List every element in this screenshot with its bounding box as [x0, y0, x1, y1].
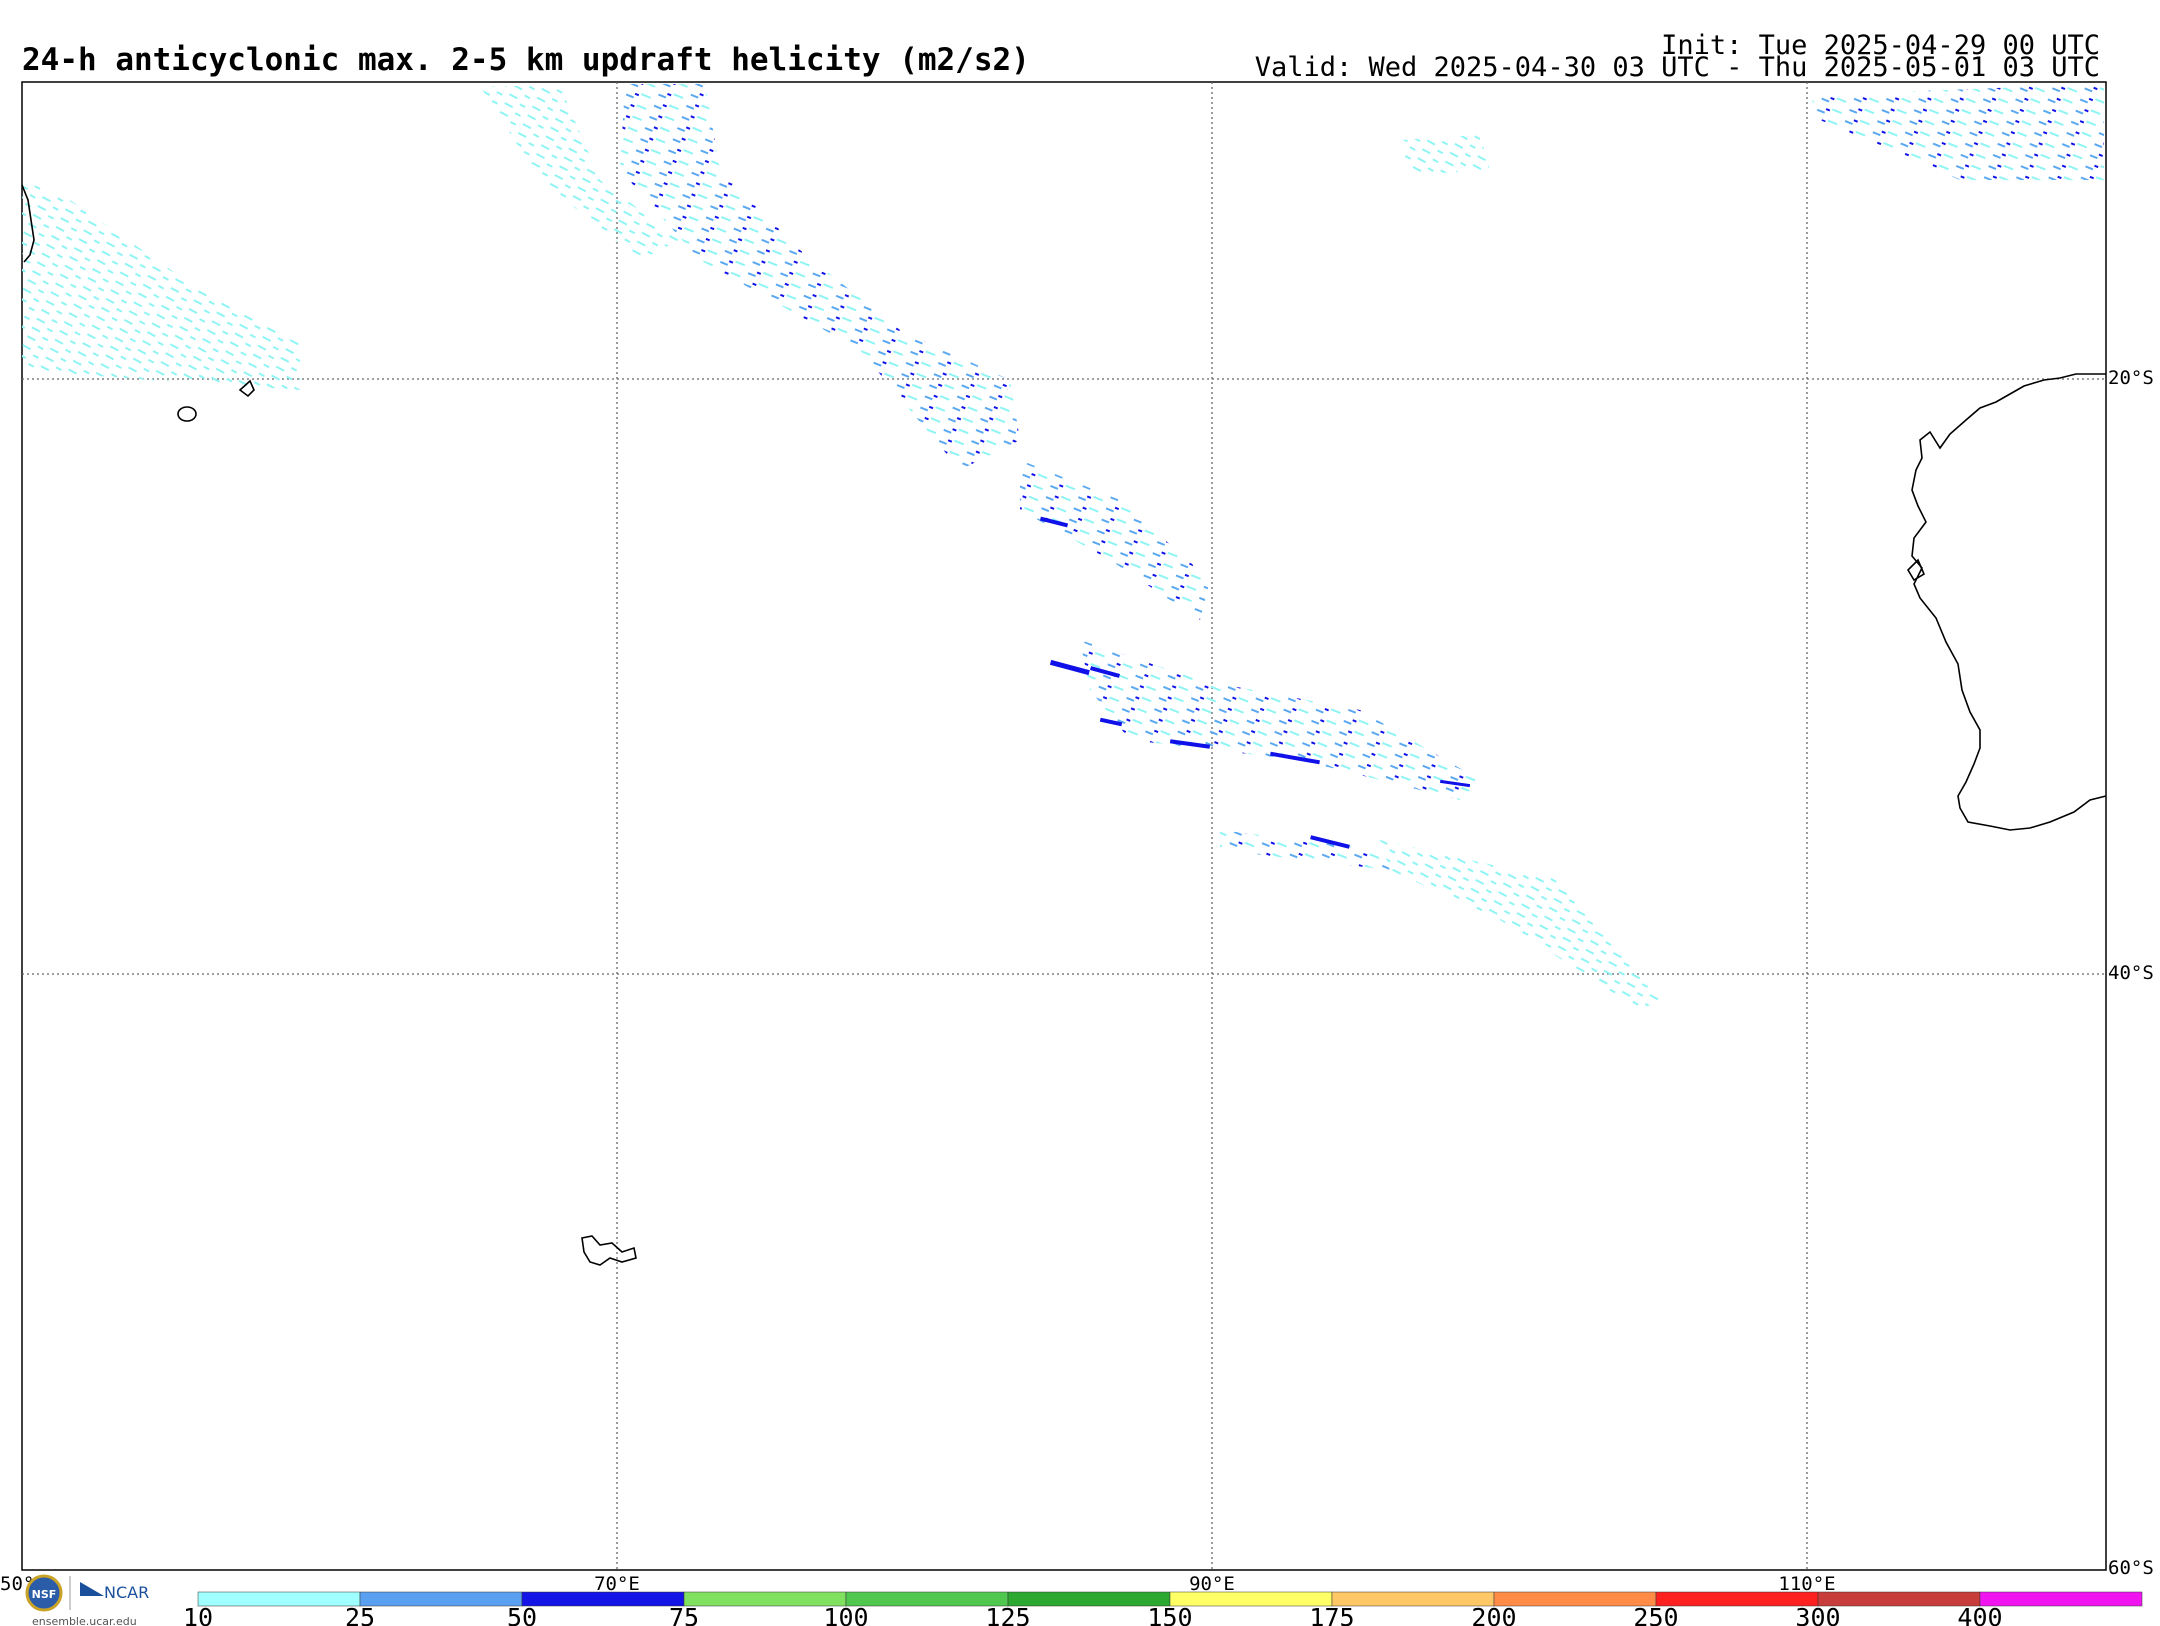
lon-label: 70°E: [594, 1573, 640, 1595]
coastlines: [21, 184, 2107, 1266]
lat-label: 40°S: [2108, 962, 2154, 984]
colorbar-tick-label: 250: [1633, 1603, 1678, 1626]
lon-label: 110°E: [1778, 1573, 1835, 1595]
colorbar-swatch: [359, 1591, 523, 1607]
colorbar-tick-label: 50: [507, 1603, 537, 1626]
colorbar-swatch: [845, 1591, 1009, 1607]
lon-label: 90°E: [1189, 1573, 1235, 1595]
colorbar: 10 25 50 75 100 125 150 175 200 250 300 400: [183, 1591, 2143, 1626]
colorbar-tick-label: 175: [1309, 1603, 1354, 1626]
colorbar-tick-label: 400: [1957, 1603, 2002, 1626]
colorbar-swatch: [1331, 1591, 1495, 1607]
svg-text:NCAR: NCAR: [104, 1583, 149, 1602]
colorbar-tick-label: 150: [1147, 1603, 1192, 1626]
map-frame: [21, 81, 2107, 1571]
site-url: ensemble.ucar.edu: [32, 1615, 137, 1626]
colorbar-tick-label: 25: [345, 1603, 375, 1626]
latitude-labels: 20°S 40°S 60°S: [2108, 367, 2154, 1579]
colorbar-swatch: [1493, 1591, 1657, 1607]
colorbar-swatch: [1979, 1591, 2143, 1607]
colorbar-tick-label: 300: [1795, 1603, 1840, 1626]
helicity-field: [22, 84, 2104, 1010]
nsf-logo: NSF: [25, 1574, 63, 1612]
gridlines: [22, 82, 2106, 1570]
colorbar-swatch: [1655, 1591, 1819, 1607]
init-time: Init: Tue 2025-04-29 00 UTC: [1661, 30, 2100, 61]
lat-label: 60°S: [2108, 1557, 2154, 1579]
colorbar-swatch: [521, 1591, 685, 1607]
map-title: 24-h anticyclonic max. 2-5 km updraft he…: [22, 42, 1030, 78]
svg-text:NSF: NSF: [32, 1588, 57, 1601]
ncar-logo: NCAR: [80, 1582, 149, 1602]
colorbar-swatch: [683, 1591, 847, 1607]
colorbar-swatch: [1007, 1591, 1171, 1607]
colorbar-swatch: [1169, 1591, 1333, 1607]
colorbar-tick-label: 125: [985, 1603, 1030, 1626]
colorbar-tick-label: 200: [1471, 1603, 1516, 1626]
colorbar-swatch: [197, 1591, 361, 1607]
colorbar-swatch: [1817, 1591, 1981, 1607]
colorbar-tick-label: 100: [823, 1603, 868, 1626]
valid-time: Valid: Wed 2025-04-30 03 UTC - Thu 2025-…: [1254, 52, 2100, 83]
colorbar-tick-label: 10: [183, 1603, 213, 1626]
longitude-labels: 50°E 70°E 90°E 110°E: [0, 1573, 1836, 1595]
lat-label: 20°S: [2108, 367, 2154, 389]
colorbar-tick-label: 75: [669, 1603, 699, 1626]
